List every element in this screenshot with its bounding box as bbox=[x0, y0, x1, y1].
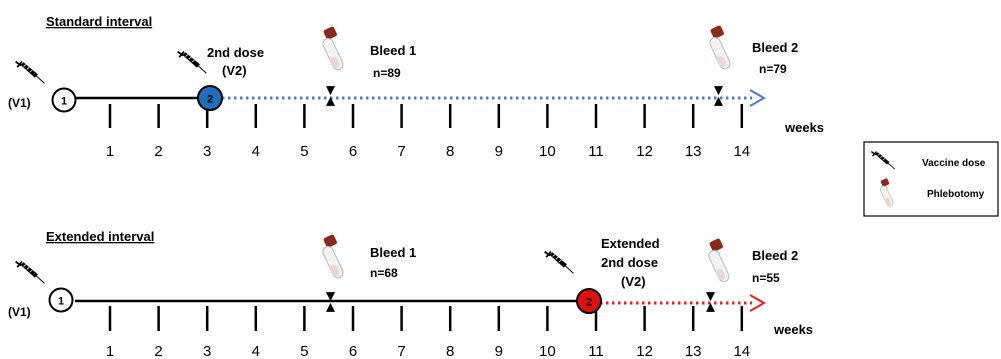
dose1-circle bbox=[51, 87, 77, 113]
week-label: 6 bbox=[349, 343, 357, 359]
week-label: 9 bbox=[495, 143, 503, 160]
weeks-unit: weeks bbox=[773, 322, 813, 337]
legend-phlebotomy-label: Phlebotomy bbox=[927, 189, 985, 200]
week-label: 12 bbox=[636, 143, 653, 160]
legend-box bbox=[863, 141, 999, 217]
legend: Vaccine dose Phlebotomy bbox=[863, 141, 999, 217]
week-label: 5 bbox=[300, 343, 308, 359]
panel-heading: Extended interval bbox=[46, 229, 154, 244]
week-label: 4 bbox=[252, 343, 260, 359]
bleed1-count: n=89 bbox=[373, 66, 401, 80]
dose2-visit: (V2) bbox=[222, 63, 247, 78]
week-label: 11 bbox=[588, 343, 604, 359]
dose2-circle bbox=[197, 85, 223, 111]
week-label: 9 bbox=[495, 343, 503, 359]
week-label: 13 bbox=[685, 143, 702, 160]
dose2-ordinal: 2nd dose bbox=[601, 255, 658, 270]
week-label: 8 bbox=[446, 343, 454, 359]
dose2-line1: Extended bbox=[601, 236, 660, 251]
week-label: 2 bbox=[154, 343, 162, 359]
week-label: 14 bbox=[733, 343, 750, 359]
bleed1-marker bbox=[326, 86, 335, 106]
bleed1-title: Bleed 1 bbox=[370, 245, 416, 260]
syringe-icon bbox=[14, 260, 46, 284]
syringe-icon bbox=[543, 250, 575, 274]
dose2-visit: (V2) bbox=[621, 274, 646, 289]
dose1-label: (V1) bbox=[8, 96, 31, 110]
week-label: 12 bbox=[636, 343, 653, 359]
week-label: 14 bbox=[733, 143, 750, 160]
dose1-number: 1 bbox=[58, 296, 64, 308]
week-label: 11 bbox=[588, 143, 604, 160]
week-label: 10 bbox=[539, 143, 556, 160]
dose2-number: 2 bbox=[586, 297, 592, 309]
week-label: 5 bbox=[300, 143, 308, 160]
week-label: 13 bbox=[685, 343, 702, 359]
dose2-label: Extended 2nd dose (V2) bbox=[601, 236, 663, 289]
panel-heading: Standard interval bbox=[46, 14, 152, 29]
bleed1-title: Bleed 1 bbox=[370, 43, 416, 58]
blood-tube-icon bbox=[320, 234, 346, 280]
week-label: 8 bbox=[446, 143, 454, 160]
week-label: 6 bbox=[349, 143, 357, 160]
bleed1-count: n=68 bbox=[370, 266, 398, 280]
blood-tube-icon bbox=[320, 26, 346, 72]
standard-interval-panel: Standard interval (V1) 1 2 3 4 5 6 7 8 9 10 11 12 13… bbox=[8, 14, 824, 160]
extended-interval-panel: Extended interval (V1) 1 2 3 4 5 6 7 8 9 10 11 12 13… bbox=[8, 229, 813, 359]
syringe-icon bbox=[14, 60, 46, 84]
dose2-number: 2 bbox=[207, 94, 213, 106]
dose2-ordinal: 2nd dose bbox=[207, 45, 264, 60]
week-label: 1 bbox=[106, 343, 114, 359]
bleed2-count: n=79 bbox=[759, 62, 787, 76]
week-label: 7 bbox=[397, 343, 405, 359]
weeks-unit: weeks bbox=[784, 120, 824, 135]
dose1-number: 1 bbox=[61, 96, 67, 108]
week-ticks: 1 2 3 4 5 6 7 8 9 10 11 12 13 14 bbox=[106, 104, 750, 160]
dose2-circle bbox=[576, 288, 602, 314]
week-label: 10 bbox=[539, 343, 556, 359]
week-label: 7 bbox=[397, 143, 405, 160]
syringe-icon bbox=[176, 50, 208, 74]
legend-vaccine-dose-label: Vaccine dose bbox=[922, 158, 986, 169]
week-label: 4 bbox=[252, 143, 260, 160]
dose2-label: 2nd dose (V2) bbox=[207, 45, 268, 78]
week-label: 1 bbox=[106, 143, 114, 160]
bleed2-marker bbox=[714, 86, 723, 106]
week-label: 3 bbox=[203, 143, 211, 160]
blood-tube-icon bbox=[707, 25, 733, 71]
week-ticks: 1 2 3 4 5 6 7 8 9 10 11 12 13 14 bbox=[106, 306, 750, 359]
week-label: 3 bbox=[203, 343, 211, 359]
week-label: 2 bbox=[154, 143, 162, 160]
dose1-circle bbox=[48, 287, 74, 313]
timeline-arrowhead bbox=[749, 294, 767, 312]
bleed2-count: n=55 bbox=[752, 271, 780, 285]
timeline-arrowhead bbox=[749, 89, 767, 107]
blood-tube-icon bbox=[706, 238, 732, 284]
bleed2-title: Bleed 2 bbox=[752, 248, 798, 263]
dose1-label: (V1) bbox=[8, 305, 31, 319]
bleed2-title: Bleed 2 bbox=[752, 40, 798, 55]
